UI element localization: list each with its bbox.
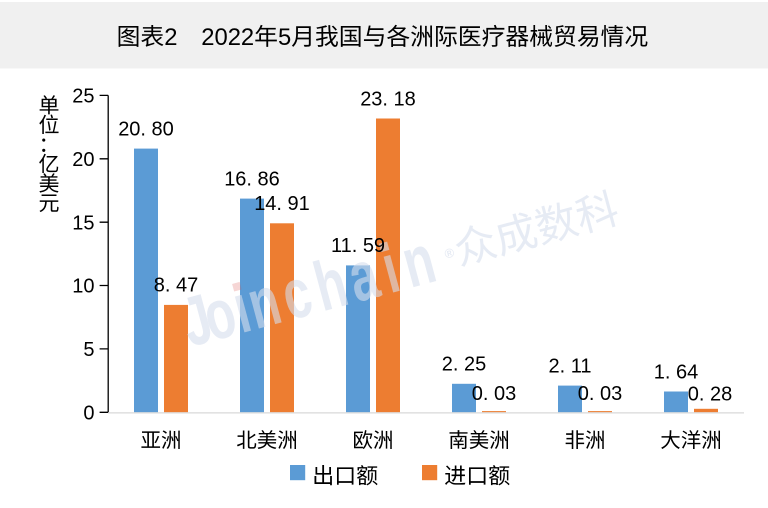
- svg-text:16. 86: 16. 86: [224, 168, 280, 190]
- svg-text:®: ®: [443, 245, 457, 262]
- svg-text:1. 64: 1. 64: [654, 361, 698, 383]
- svg-text:25: 25: [72, 86, 94, 108]
- svg-text:2. 11: 2. 11: [549, 355, 592, 377]
- svg-text:0. 03: 0. 03: [472, 383, 516, 405]
- svg-text:14. 91: 14. 91: [254, 193, 310, 215]
- svg-text:11. 59: 11. 59: [331, 235, 385, 257]
- svg-text:2022: 2022: [201, 24, 254, 51]
- svg-text:2: 2: [164, 24, 177, 51]
- svg-text:15: 15: [72, 212, 94, 234]
- svg-text:5: 5: [278, 24, 291, 51]
- svg-text:2. 25: 2. 25: [442, 354, 486, 376]
- svg-text:0: 0: [83, 403, 94, 425]
- svg-text:Joınchaın: Joınchaın: [174, 219, 444, 362]
- svg-text:20. 80: 20. 80: [118, 118, 174, 140]
- svg-text:23. 18: 23. 18: [360, 88, 416, 110]
- svg-text:10: 10: [72, 276, 94, 298]
- svg-text:8. 47: 8. 47: [154, 275, 198, 297]
- svg-text:0. 03: 0. 03: [578, 383, 622, 405]
- svg-text:0. 28: 0. 28: [688, 384, 732, 406]
- svg-text:5: 5: [83, 339, 94, 361]
- svg-text:20: 20: [72, 149, 94, 171]
